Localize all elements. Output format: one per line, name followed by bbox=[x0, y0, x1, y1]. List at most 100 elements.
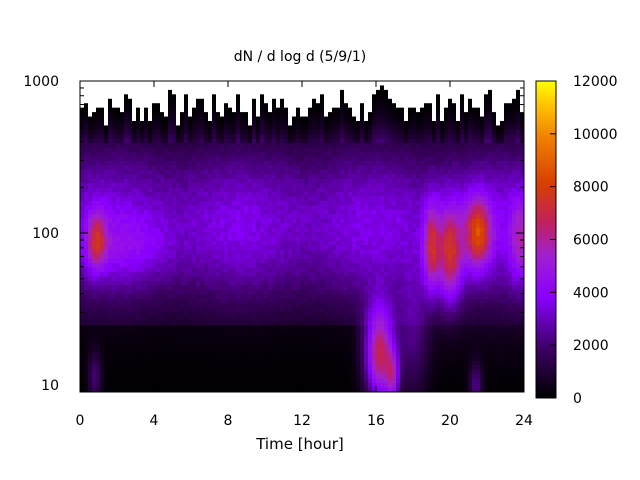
heatmap-cell bbox=[128, 218, 133, 224]
heatmap-cell bbox=[280, 240, 285, 246]
heatmap-cell bbox=[96, 249, 101, 255]
heatmap-cell bbox=[152, 134, 157, 140]
heatmap-cell bbox=[80, 258, 85, 264]
heatmap-cell bbox=[156, 263, 161, 269]
heatmap-cell bbox=[300, 312, 305, 318]
heatmap-cell bbox=[212, 169, 217, 175]
heatmap-cell bbox=[124, 174, 129, 180]
heatmap-cell bbox=[116, 98, 121, 104]
heatmap-cell bbox=[340, 320, 345, 326]
heatmap-cell bbox=[296, 294, 301, 300]
heatmap-cell bbox=[248, 303, 253, 309]
heatmap-cell bbox=[212, 383, 217, 389]
heatmap-cell bbox=[112, 365, 117, 371]
heatmap-cell bbox=[192, 209, 197, 215]
heatmap-cell bbox=[260, 129, 265, 135]
heatmap-cell bbox=[132, 214, 137, 220]
heatmap-cell bbox=[300, 258, 305, 264]
heatmap-cell bbox=[104, 276, 109, 282]
heatmap-cell bbox=[260, 116, 265, 122]
heatmap-cell bbox=[332, 258, 337, 264]
heatmap-cell bbox=[280, 103, 285, 109]
heatmap-cell bbox=[112, 294, 117, 300]
heatmap-cell bbox=[276, 81, 281, 87]
heatmap-cell bbox=[332, 81, 337, 87]
heatmap-cell bbox=[112, 303, 117, 309]
heatmap-cell bbox=[144, 200, 149, 206]
heatmap-cell bbox=[212, 249, 217, 255]
heatmap-cell bbox=[136, 254, 141, 260]
heatmap-cell bbox=[100, 116, 105, 122]
heatmap-cell bbox=[204, 120, 209, 127]
heatmap-cell bbox=[224, 263, 229, 269]
heatmap-cell bbox=[172, 125, 177, 131]
heatmap-cell bbox=[216, 289, 221, 295]
heatmap-cell bbox=[256, 81, 261, 87]
heatmap-cell bbox=[224, 152, 229, 158]
heatmap-cell bbox=[264, 205, 269, 211]
heatmap-cell bbox=[232, 289, 237, 295]
heatmap-cell bbox=[316, 249, 321, 255]
heatmap-cell bbox=[336, 245, 341, 251]
heatmap-cell bbox=[88, 369, 93, 375]
heatmap-cell bbox=[136, 338, 141, 344]
heatmap-cell bbox=[296, 218, 301, 224]
heatmap-cell bbox=[80, 183, 85, 189]
heatmap-cell bbox=[108, 94, 113, 100]
heatmap-cell bbox=[172, 174, 177, 180]
heatmap-cell bbox=[156, 307, 161, 313]
heatmap-cell bbox=[280, 160, 285, 167]
heatmap-cell bbox=[84, 98, 89, 104]
heatmap-cell bbox=[348, 303, 353, 309]
heatmap-cell bbox=[268, 125, 273, 131]
heatmap-cell bbox=[96, 134, 101, 140]
heatmap-cell bbox=[224, 89, 229, 95]
heatmap-cell bbox=[344, 374, 349, 380]
heatmap-cell bbox=[208, 329, 213, 335]
heatmap-cell bbox=[140, 232, 145, 238]
heatmap-cell bbox=[228, 134, 233, 140]
heatmap-cell bbox=[124, 152, 129, 158]
heatmap-cell bbox=[84, 329, 89, 335]
heatmap-cell bbox=[132, 81, 137, 87]
heatmap-cell bbox=[164, 187, 169, 193]
heatmap-cell bbox=[184, 320, 189, 326]
heatmap-cell bbox=[232, 120, 237, 127]
heatmap-cell bbox=[116, 360, 121, 366]
heatmap-cell bbox=[160, 360, 165, 366]
heatmap-cell bbox=[188, 276, 193, 282]
heatmap-cell bbox=[308, 285, 313, 291]
heatmap-cell bbox=[212, 254, 217, 260]
heatmap-cell bbox=[116, 307, 121, 313]
heatmap-cell bbox=[324, 147, 329, 153]
heatmap-cell bbox=[148, 196, 153, 202]
heatmap-cell bbox=[308, 236, 313, 242]
heatmap-cell bbox=[208, 356, 213, 362]
heatmap-cell bbox=[116, 138, 121, 144]
heatmap-cell bbox=[360, 307, 365, 313]
heatmap-cell bbox=[88, 174, 93, 180]
heatmap-cell bbox=[328, 316, 333, 322]
heatmap-cell bbox=[308, 378, 313, 384]
heatmap-cell bbox=[84, 107, 89, 113]
heatmap-cell bbox=[296, 129, 301, 135]
heatmap-cell bbox=[240, 232, 245, 238]
heatmap-cell bbox=[100, 205, 105, 211]
heatmap-cell bbox=[284, 254, 289, 260]
heatmap-cell bbox=[256, 218, 261, 224]
heatmap-cell bbox=[216, 227, 221, 233]
heatmap-cell bbox=[260, 294, 265, 300]
heatmap-cell bbox=[208, 147, 213, 153]
heatmap-cell bbox=[248, 165, 253, 171]
heatmap-cell bbox=[320, 103, 325, 109]
heatmap-cell bbox=[348, 338, 353, 344]
heatmap-cell bbox=[180, 107, 185, 113]
heatmap-cell bbox=[160, 280, 165, 286]
heatmap-cell bbox=[232, 143, 237, 149]
heatmap-cell bbox=[236, 267, 241, 273]
heatmap-cell bbox=[268, 147, 273, 153]
heatmap-cell bbox=[244, 369, 249, 375]
heatmap-cell bbox=[324, 129, 329, 135]
heatmap-cell bbox=[204, 294, 209, 300]
heatmap-cell bbox=[224, 320, 229, 326]
